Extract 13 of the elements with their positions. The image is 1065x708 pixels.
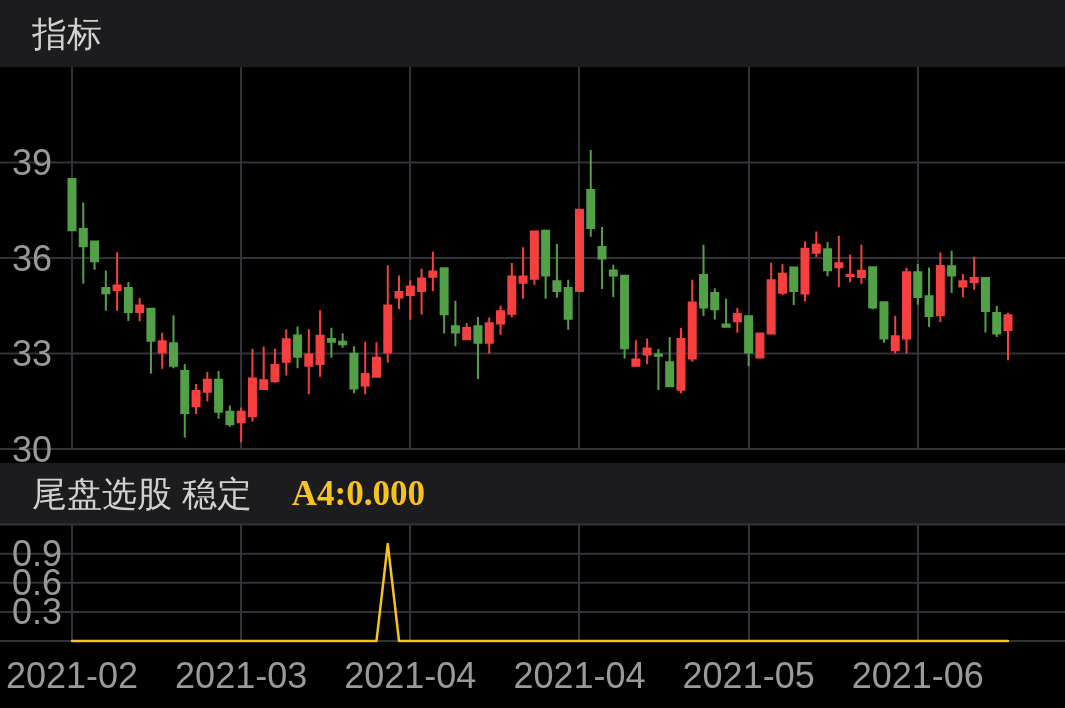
title: 尾盘选股 稳定 [32,474,252,513]
ytick: 33 [12,333,53,374]
ytick: 39 [12,142,53,183]
xtick: 2021-05 [682,654,815,696]
xtick: 2021-06 [851,654,984,696]
xtick: 2021-04 [344,654,477,696]
xtick: 2021-03 [175,654,308,696]
title: 指标 [32,14,102,53]
xtick: 2021-04 [513,654,646,696]
ytick: 36 [12,237,53,279]
xtick: 2021-02 [5,654,139,696]
ytick: 30 [12,428,53,470]
legend: A4:0.000 [291,474,425,513]
